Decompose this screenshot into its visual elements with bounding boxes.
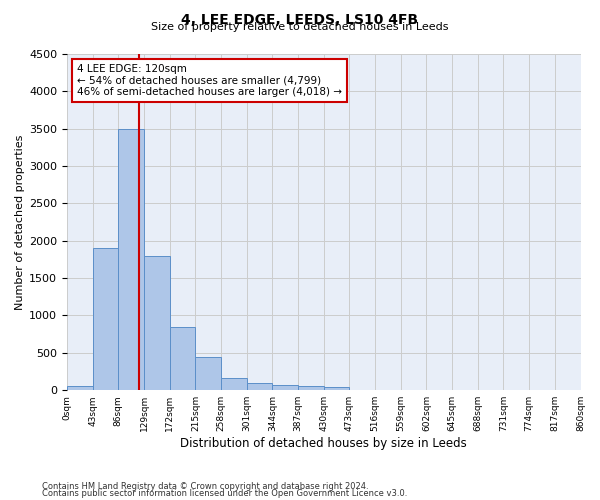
Bar [247,382,272,390]
Text: Contains HM Land Registry data © Crown copyright and database right 2024.: Contains HM Land Registry data © Crown c… [42,482,368,491]
Text: Size of property relative to detached houses in Leeds: Size of property relative to detached ho… [151,22,449,32]
Text: 4, LEE EDGE, LEEDS, LS10 4FB: 4, LEE EDGE, LEEDS, LS10 4FB [181,12,419,26]
Bar [221,378,247,390]
Y-axis label: Number of detached properties: Number of detached properties [15,134,25,310]
Bar [324,387,349,390]
Bar [298,386,324,390]
Bar [196,356,221,390]
Text: 4 LEE EDGE: 120sqm
← 54% of detached houses are smaller (4,799)
46% of semi-deta: 4 LEE EDGE: 120sqm ← 54% of detached hou… [77,64,342,98]
Bar [118,128,144,390]
Bar [67,386,92,390]
Bar [170,326,196,390]
Bar [92,248,118,390]
Bar [272,385,298,390]
Bar [144,256,170,390]
X-axis label: Distribution of detached houses by size in Leeds: Distribution of detached houses by size … [181,437,467,450]
Text: Contains public sector information licensed under the Open Government Licence v3: Contains public sector information licen… [42,489,407,498]
